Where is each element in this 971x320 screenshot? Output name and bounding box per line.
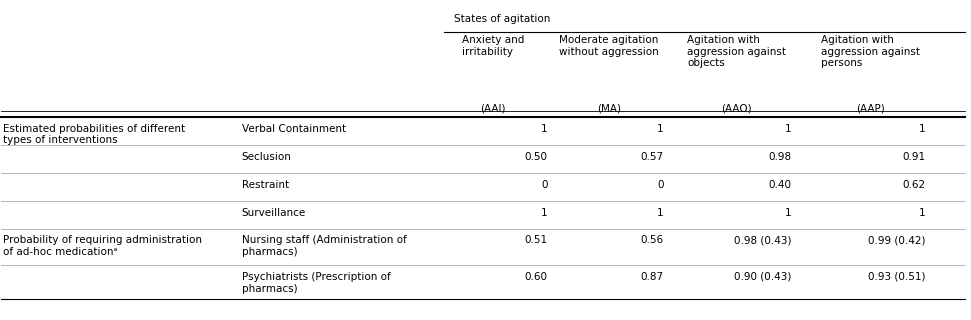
Text: 0.57: 0.57	[641, 152, 663, 162]
Text: Agitation with
aggression against
objects: Agitation with aggression against object…	[687, 35, 787, 68]
Text: 0.60: 0.60	[524, 272, 548, 282]
Text: (AAI): (AAI)	[480, 103, 506, 113]
Text: 1: 1	[657, 124, 663, 134]
Text: 1: 1	[919, 208, 925, 218]
Text: 0.40: 0.40	[768, 180, 791, 190]
Text: 1: 1	[541, 208, 548, 218]
Text: Seclusion: Seclusion	[242, 152, 291, 162]
Text: 0.50: 0.50	[524, 152, 548, 162]
Text: Anxiety and
irritability: Anxiety and irritability	[461, 35, 524, 57]
Text: 0: 0	[541, 180, 548, 190]
Text: (MA): (MA)	[597, 103, 621, 113]
Text: 1: 1	[541, 124, 548, 134]
Text: Psychiatrists (Prescription of
pharmacs): Psychiatrists (Prescription of pharmacs)	[242, 272, 390, 293]
Text: Surveillance: Surveillance	[242, 208, 306, 218]
Text: States of agitation: States of agitation	[453, 14, 550, 24]
Text: Probability of requiring administration
of ad-hoc medicationᵃ: Probability of requiring administration …	[3, 236, 202, 257]
Text: 0.51: 0.51	[524, 236, 548, 245]
Text: 0.93 (0.51): 0.93 (0.51)	[867, 272, 925, 282]
Text: (AAO): (AAO)	[721, 103, 753, 113]
Text: 1: 1	[657, 208, 663, 218]
Text: 1: 1	[785, 124, 791, 134]
Text: 0.98 (0.43): 0.98 (0.43)	[734, 236, 791, 245]
Text: 0.99 (0.42): 0.99 (0.42)	[867, 236, 925, 245]
Text: 1: 1	[785, 208, 791, 218]
Text: 0.62: 0.62	[902, 180, 925, 190]
Text: 0.87: 0.87	[641, 272, 663, 282]
Text: 0.90 (0.43): 0.90 (0.43)	[734, 272, 791, 282]
Text: 0.91: 0.91	[902, 152, 925, 162]
Text: 1: 1	[919, 124, 925, 134]
Text: Verbal Containment: Verbal Containment	[242, 124, 346, 134]
Text: Moderate agitation
without aggression: Moderate agitation without aggression	[559, 35, 659, 57]
Text: (AAP): (AAP)	[856, 103, 885, 113]
Text: Estimated probabilities of different
types of interventions: Estimated probabilities of different typ…	[3, 124, 185, 145]
Text: Agitation with
aggression against
persons: Agitation with aggression against person…	[820, 35, 920, 68]
Text: Nursing staff (Administration of
pharmacs): Nursing staff (Administration of pharmac…	[242, 236, 406, 257]
Text: 0.98: 0.98	[768, 152, 791, 162]
Text: Restraint: Restraint	[242, 180, 288, 190]
Text: 0: 0	[657, 180, 663, 190]
Text: 0.56: 0.56	[641, 236, 663, 245]
